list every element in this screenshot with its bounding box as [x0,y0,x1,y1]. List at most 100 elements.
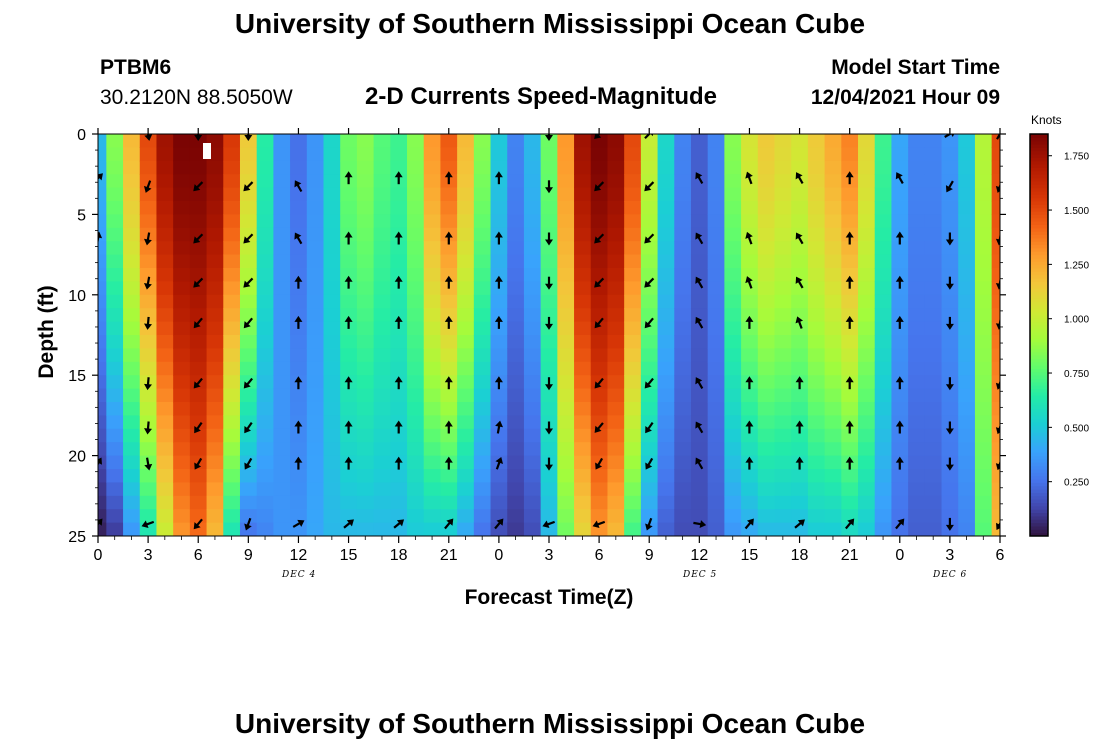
heatmap-cell [440,482,458,497]
colorbar-swatch [1030,385,1048,390]
current-arrow [845,231,854,245]
heatmap-cell [874,469,893,483]
heatmap-cell [707,402,725,416]
current-arrow [745,420,754,434]
heatmap-cell [139,134,158,148]
heatmap-cell [991,509,1000,524]
heatmap-cell [690,348,709,363]
current-arrow [394,171,403,185]
heatmap-cells [98,134,1000,536]
heatmap-cell [273,227,291,242]
heatmap-cell [290,241,308,256]
heatmap-cell [757,174,776,189]
heatmap-cell [607,428,625,443]
heatmap-cell [256,174,274,189]
colorbar-swatch [1030,318,1048,323]
x-tick-label: 6 [996,547,1005,564]
heatmap-cell [290,428,308,443]
x-tick-label: 9 [645,547,654,564]
colorbar-swatch [1030,274,1048,279]
heatmap-cell [974,361,993,376]
heatmap-cell [290,335,308,349]
heatmap-cell [574,227,592,242]
heatmap-cell [607,455,625,470]
heatmap-cell [323,321,341,336]
heatmap-cell [958,241,976,256]
heatmap-cell [290,348,308,363]
heatmap-cell [507,361,525,376]
heatmap-cell [557,361,575,376]
heatmap-cell [891,495,909,510]
colorbar-swatch [1030,435,1048,440]
current-arrow [693,520,707,529]
heatmap-cell [657,335,675,349]
heatmap-cell [640,428,659,443]
heatmap-cell [123,415,141,430]
heatmap-cell [724,134,742,148]
heatmap-cell [674,402,692,416]
heatmap-cell [373,469,391,483]
heatmap-cell [924,201,943,215]
heatmap-cell [908,348,926,363]
heatmap-cell [590,495,609,510]
heatmap-cell [323,388,341,403]
heatmap-cell [323,415,341,430]
colorbar-swatch [1030,150,1048,155]
heatmap-cell [373,482,391,497]
current-arrow [294,180,303,193]
heatmap-cell [640,509,659,524]
heatmap-cell [239,482,258,497]
heatmap-cell [256,388,274,403]
current-arrow [292,519,305,528]
heatmap-cell [206,214,224,229]
x-tick-label: 0 [494,547,503,564]
current-arrow [444,275,453,289]
heatmap-cell [189,294,208,309]
heatmap-cell [189,160,208,175]
heatmap-cell [741,361,759,376]
heatmap-cell [607,268,625,282]
heatmap-cell [239,294,258,309]
heatmap-cell [440,268,458,282]
heatmap-cell [690,187,709,202]
heatmap-cell [173,415,191,430]
heatmap-cell [824,294,842,309]
heatmap-cell [874,482,893,497]
colorbar-swatch [1030,485,1048,490]
heatmap-cell [440,187,458,202]
current-arrow [695,377,704,389]
heatmap-cell [590,241,609,256]
heatmap-cell [590,174,609,189]
current-arrow [745,456,754,470]
heatmap-cell [874,428,893,443]
heatmap-cell [858,495,876,510]
heatmap-cell [440,134,458,148]
heatmap-cell [440,308,458,323]
heatmap-cell [557,201,575,215]
heatmap-cell [640,187,659,202]
heatmap-cell [457,388,475,403]
heatmap-cell [290,482,308,497]
heatmap-cell [523,187,542,202]
heatmap-cell [189,482,208,497]
heatmap-cell [457,147,475,162]
heatmap-cell [824,415,842,430]
heatmap-cell [924,294,943,309]
heatmap-cell [690,388,709,403]
colorbar-swatch [1030,368,1048,373]
heatmap-cell [841,241,859,256]
heatmap-cell [640,134,659,148]
heatmap-cell [106,254,124,269]
colorbar-swatch [1030,415,1048,420]
current-arrow [895,376,904,390]
heatmap-cell [189,227,208,242]
y-tick-label: 20 [68,449,86,466]
current-arrow [745,315,754,329]
colorbar-tick-label: 0.750 [1064,369,1089,380]
heatmap-cell [239,509,258,524]
heatmap-cell [306,281,325,296]
heatmap-cell [974,348,993,363]
heatmap-cell [189,361,208,376]
heatmap-cell [156,187,174,202]
heatmap-cell [173,227,191,242]
